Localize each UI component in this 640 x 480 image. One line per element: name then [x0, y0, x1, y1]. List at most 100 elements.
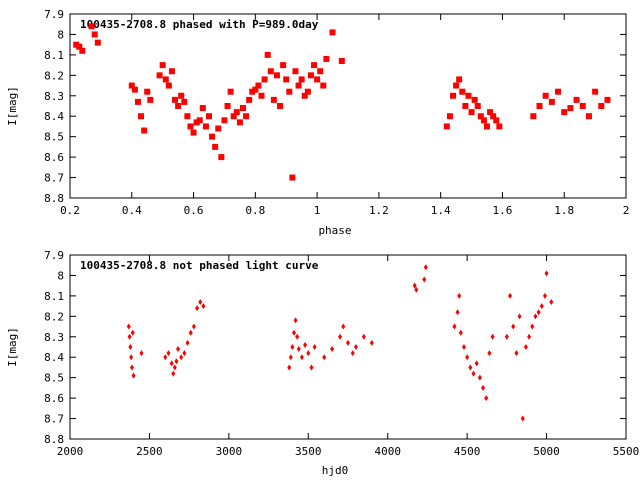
data-point: [73, 41, 80, 48]
data-point: [139, 350, 144, 357]
data-point: [264, 51, 271, 58]
y-tick-label: 8.1: [44, 290, 64, 303]
x-axis-label: hjd0: [322, 464, 349, 477]
data-point: [270, 96, 277, 103]
data-point: [443, 123, 450, 130]
x-tick-label: 5500: [613, 445, 640, 458]
data-point: [453, 82, 460, 89]
data-point: [127, 333, 132, 340]
data-point: [414, 286, 419, 293]
x-tick-label: 0.6: [184, 204, 204, 217]
unphased-plot-frame: [69, 254, 627, 440]
x-tick-label: 5000: [533, 445, 560, 458]
data-point: [172, 96, 179, 103]
data-point: [295, 82, 302, 89]
x-tick-label: 2: [623, 204, 630, 217]
data-point: [172, 364, 177, 371]
data-point: [423, 264, 428, 271]
data-point: [450, 92, 457, 99]
data-point: [361, 333, 366, 340]
data-point: [171, 370, 176, 377]
data-point: [202, 123, 209, 130]
data-point: [175, 103, 182, 109]
data-point: [346, 339, 350, 346]
x-tick-label: 0.4: [122, 204, 142, 217]
y-tick-label: 8.7: [44, 172, 64, 185]
data-point: [291, 329, 296, 336]
plot-title: 100435-2708.8 phased with P=989.0day: [80, 18, 319, 31]
data-point: [283, 76, 290, 83]
data-point: [296, 346, 301, 353]
data-point: [134, 98, 141, 105]
data-point: [369, 339, 374, 346]
data-point: [201, 303, 206, 310]
data-point: [88, 23, 95, 30]
data-point: [126, 323, 131, 330]
data-point: [323, 55, 330, 62]
data-point: [280, 62, 287, 69]
data-point: [549, 299, 554, 306]
x-tick-label: 1.4: [431, 204, 451, 217]
y-tick-label: 8.3: [44, 331, 64, 344]
x-tick-label: 4000: [374, 445, 401, 458]
data-point: [462, 103, 469, 109]
data-point: [465, 92, 472, 99]
data-point: [604, 96, 611, 103]
data-point: [530, 113, 537, 120]
data-point: [258, 92, 265, 99]
y-tick-label: 8.5: [44, 131, 64, 144]
data-point: [273, 72, 280, 79]
y-tick-label: 8: [57, 269, 64, 282]
data-point: [539, 303, 544, 310]
y-tick-label: 8.8: [44, 433, 64, 446]
data-point: [484, 123, 490, 130]
data-point: [128, 82, 135, 89]
y-tick-label: 8.4: [44, 351, 64, 364]
data-point: [162, 76, 169, 83]
data-point: [306, 350, 311, 357]
data-point: [147, 96, 154, 103]
data-point: [504, 333, 509, 340]
data-point: [195, 305, 200, 312]
data-point: [481, 384, 486, 391]
data-point: [91, 31, 98, 38]
data-point: [252, 86, 259, 93]
data-point: [496, 123, 503, 130]
data-point: [289, 174, 296, 181]
x-tick-label: 0.8: [245, 204, 265, 217]
data-point: [198, 299, 203, 306]
data-point: [455, 309, 460, 316]
data-point: [536, 309, 541, 316]
data-point: [561, 109, 568, 116]
data-point: [261, 76, 268, 83]
data-point: [295, 333, 300, 340]
data-point: [166, 350, 171, 357]
y-tick-label: 8.4: [44, 110, 64, 123]
data-point: [527, 333, 532, 340]
data-point: [288, 354, 293, 361]
data-point: [163, 354, 168, 361]
data-point: [309, 364, 314, 371]
data-point: [304, 88, 311, 95]
data-point: [471, 96, 478, 103]
data-point: [176, 346, 181, 353]
data-point: [307, 72, 314, 79]
data-point: [459, 88, 466, 95]
data-point: [206, 113, 212, 120]
data-point: [592, 88, 599, 95]
x-tick-label: 1.8: [554, 204, 574, 217]
data-point: [474, 360, 479, 367]
data-point: [338, 58, 345, 65]
phased-plot-frame: [69, 13, 627, 199]
data-point: [457, 292, 462, 299]
data-point: [533, 313, 538, 320]
data-point: [544, 270, 549, 277]
data-point: [94, 39, 101, 46]
data-point: [224, 103, 231, 109]
data-point: [484, 395, 489, 402]
data-point: [292, 68, 299, 75]
data-point: [138, 113, 145, 120]
data-point: [490, 113, 497, 120]
data-point: [184, 113, 191, 120]
data-point: [490, 333, 495, 340]
